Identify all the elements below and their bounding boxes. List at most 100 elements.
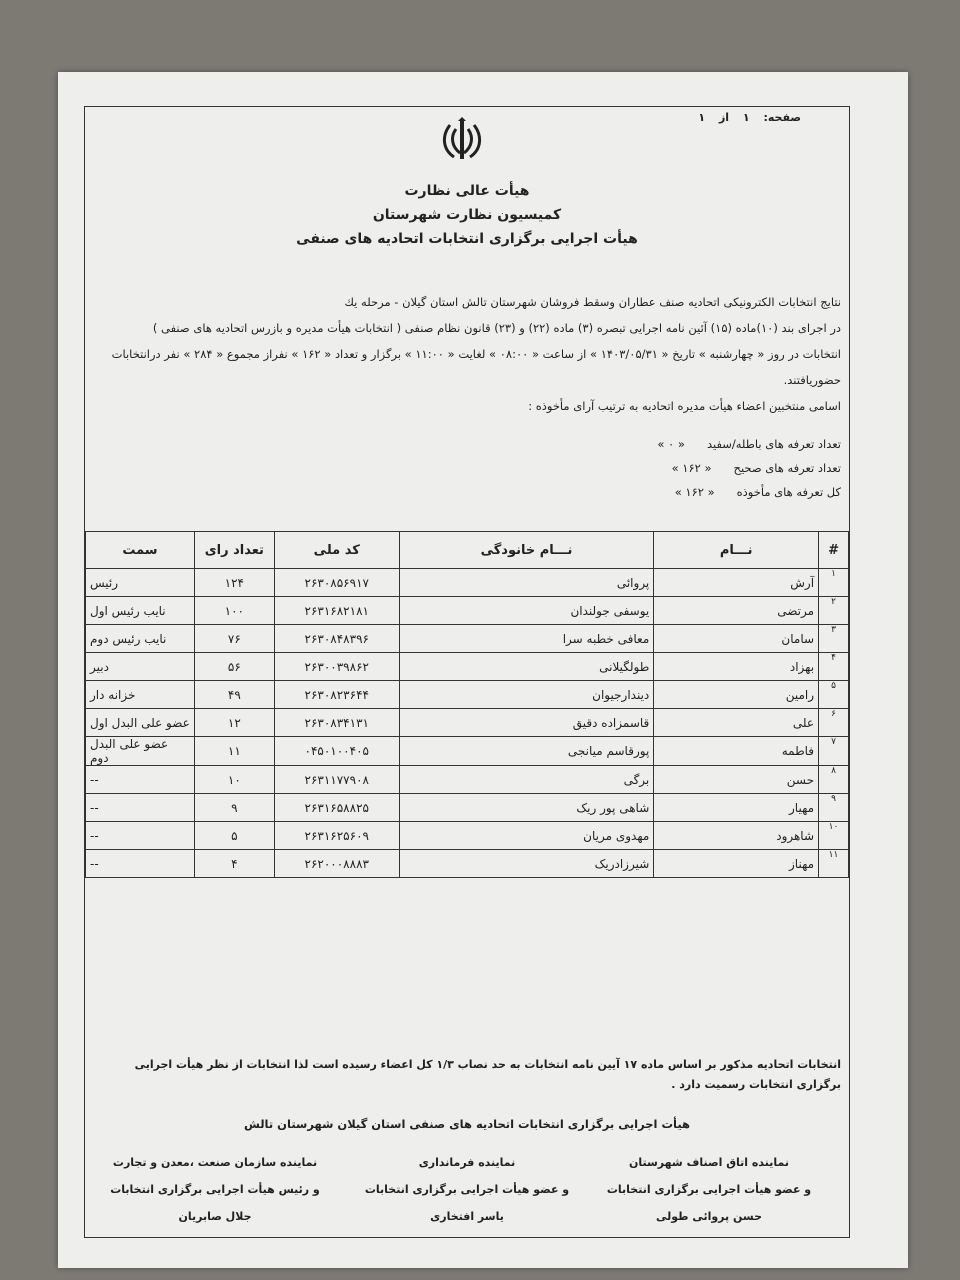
first-name-cell: علی [653, 708, 820, 737]
last-name-cell: دیندارجیوان [398, 680, 655, 709]
row-index-cell: ۴ [818, 652, 849, 681]
national-id-cell: ۲۶۳۰۸۴۸۳۹۶ [273, 624, 400, 653]
count-row: تعداد تعرفه های صحیح « ۱۶۲ » [657, 456, 841, 480]
row-index-cell: ۶ [818, 708, 849, 737]
first-name-cell: مهیار [653, 793, 820, 822]
position-cell: -- [85, 793, 195, 822]
row-index-cell: ۱۰ [818, 821, 849, 850]
header-position: سمت [85, 531, 195, 569]
results-table: # نـــام نـــام خانودگی کد ملی تعداد رای… [85, 531, 849, 878]
header-first-name: نـــام [653, 531, 820, 569]
signer-role: و عضو هیأت اجرایی برگزاری انتخابات [606, 1183, 812, 1196]
heading-line-2: کمیسیون نظارت شهرستان [372, 207, 562, 223]
signature-block: نماینده اتاق اصناف شهرستان و عضو هیأت اج… [589, 1149, 829, 1230]
heading-line-1: هیأت عالی نظارت [404, 183, 530, 199]
page-label: صفحه: [763, 111, 801, 124]
position-cell: -- [85, 765, 195, 794]
national-id-cell: ۰۴۵۰۱۰۰۴۰۵ [273, 736, 400, 766]
national-id-cell: ۲۶۳۱۱۷۷۹۰۸ [273, 765, 400, 794]
first-name-cell: شاهرود [653, 821, 820, 850]
table-row: ۷ فاطمه پورقاسم میانجی ۰۴۵۰۱۰۰۴۰۵ ۱۱ عضو علی … [85, 736, 849, 766]
last-name-cell: پورقاسم میانجی [398, 736, 655, 766]
last-name-cell: پروائی [398, 568, 655, 597]
signer-role: و عضو هیأت اجرایی برگزاری انتخابات [364, 1183, 570, 1196]
position-cell: رئیس [85, 568, 195, 597]
intro-paragraph: نتایج انتخابات الکترونیکی اتحادیه صنف عط… [344, 295, 841, 309]
first-name-cell: حسن [653, 765, 820, 794]
national-id-cell: ۲۶۳۰۸۵۶۹۱۷ [273, 568, 400, 597]
table-row: ۲ مرتضی یوسفی جولندان ۲۶۳۱۶۸۲۱۸۱ ۱۰۰ نایب رئی… [85, 596, 849, 625]
position-cell: نایب رئیس اول [85, 596, 195, 625]
row-index-cell: ۱ [818, 568, 849, 597]
header-votes: تعداد رای [193, 531, 275, 569]
last-name-cell: مهدوی مریان [398, 821, 655, 850]
position-cell: عضو علی البدل اول [85, 708, 195, 737]
table-row: ۸ حسن برگی ۲۶۳۱۱۷۷۹۰۸ ۱۰ -- [85, 765, 849, 794]
intro-paragraph: اسامی منتخبین اعضاء هیأت مدیره اتحادیه ب… [528, 399, 841, 413]
table-row: ۹ مهیار شاهی پور ریک ۲۶۳۱۶۵۸۸۲۵ ۹ -- [85, 793, 849, 822]
page-of: از [718, 111, 730, 124]
iran-emblem-icon [443, 117, 481, 159]
ballot-counts: تعداد تعرفه های باطله/سفید « ۰ » تعداد تع… [657, 432, 841, 504]
national-id-cell: ۲۶۳۰۸۲۳۶۴۴ [273, 680, 400, 709]
signer-role: و رئیس هیأت اجرایی برگزاری انتخابات [110, 1183, 320, 1196]
page-current: ۱ [742, 111, 750, 124]
last-name-cell: شاهی پور ریک [398, 793, 655, 822]
table-row: ۳ سامان معافی خطبه سرا ۲۶۳۰۸۴۸۳۹۶ ۷۶ نایب رئی… [85, 624, 849, 653]
page-number: صفحه: ۱ از ۱ [688, 111, 801, 124]
table-row: ۱۰ شاهرود مهدوی مریان ۲۶۳۱۶۲۵۶۰۹ ۵ -- [85, 821, 849, 850]
first-name-cell: آرش [653, 568, 820, 597]
count-value: « ۱۶۲ » [671, 461, 712, 475]
validity-note: انتخابات اتحادیه مذکور بر اساس ماده ۱۷ آ… [134, 1058, 841, 1091]
table-row: ۱۱ مهناز شیرزادریک ۲۶۲۰۰۰۸۸۸۳ ۴ -- [85, 849, 849, 878]
position-cell: -- [85, 821, 195, 850]
document-paper: صفحه: ۱ از ۱ هیأت عالی نظارت کمیسیون نظا… [58, 72, 908, 1268]
heading-line-3: هیأت اجرایی برگزاری انتخابات اتحادیه های… [296, 231, 638, 247]
position-cell: دبیر [85, 652, 195, 681]
count-value: « ۱۶۲ » [674, 485, 715, 499]
first-name-cell: مرتضی [653, 596, 820, 625]
signer-name: حسن پروائی طولی [655, 1210, 763, 1223]
position-cell: -- [85, 849, 195, 878]
header-last-name: نـــام خانودگی [398, 531, 655, 569]
vote-count-cell: ۴ [193, 849, 275, 878]
position-cell: عضو علی البدل دوم [85, 736, 195, 766]
signer-name: یاسر افتخاری [430, 1210, 504, 1223]
table-row: ۵ رامین دیندارجیوان ۲۶۳۰۸۲۳۶۴۴ ۴۹ خزانه دار [85, 680, 849, 709]
intro-text: نتایج انتخابات الکترونیکی اتحادیه صنف عط… [93, 289, 841, 419]
national-id-cell: ۲۶۳۱۶۸۲۱۸۱ [273, 596, 400, 625]
vote-count-cell: ۵۶ [193, 652, 275, 681]
document-frame: صفحه: ۱ از ۱ هیأت عالی نظارت کمیسیون نظا… [84, 106, 850, 1238]
page-total: ۱ [698, 111, 706, 124]
count-label: تعداد تعرفه های صحیح [733, 461, 841, 475]
intro-paragraph: در اجرای بند (۱۰)ماده (۱۵) آئین نامه اجر… [152, 321, 841, 335]
vote-count-cell: ۱۲ [193, 708, 275, 737]
last-name-cell: برگی [398, 765, 655, 794]
table-row: ۴ بهزاد طولگیلانی ۲۶۳۰۰۳۹۸۶۲ ۵۶ دبیر [85, 652, 849, 681]
vote-count-cell: ۴۹ [193, 680, 275, 709]
first-name-cell: سامان [653, 624, 820, 653]
document-heading: هیأت عالی نظارت کمیسیون نظارت شهرستان هی… [85, 179, 849, 251]
last-name-cell: معافی خطبه سرا [398, 624, 655, 653]
first-name-cell: مهناز [653, 849, 820, 878]
row-index-cell: ۹ [818, 793, 849, 822]
last-name-cell: یوسفی جولندان [398, 596, 655, 625]
count-value: « ۰ » [657, 437, 685, 451]
first-name-cell: فاطمه [653, 736, 820, 766]
signer-name: جلال صابریان [178, 1210, 252, 1223]
signature-block: نماینده فرمانداری و عضو هیأت اجرایی برگز… [347, 1149, 587, 1230]
signature-block: نماینده سازمان صنعت ،معدن و تجارت و رئیس… [85, 1149, 345, 1230]
first-name-cell: بهزاد [653, 652, 820, 681]
header-national-id: کد ملی [273, 531, 400, 569]
count-row: تعداد تعرفه های باطله/سفید « ۰ » [657, 432, 841, 456]
national-id-cell: ۲۶۳۱۶۲۵۶۰۹ [273, 821, 400, 850]
row-index-cell: ۸ [818, 765, 849, 794]
position-cell: نایب رئیس دوم [85, 624, 195, 653]
position-cell: خزانه دار [85, 680, 195, 709]
count-row: کل تعرفه های مأخوذه « ۱۶۲ » [657, 480, 841, 504]
vote-count-cell: ۹ [193, 793, 275, 822]
vote-count-cell: ۱۰ [193, 765, 275, 794]
signatures-title: هیأت اجرایی برگزاری انتخابات اتحادیه های… [243, 1117, 691, 1131]
last-name-cell: طولگیلانی [398, 652, 655, 681]
national-id-cell: ۲۶۳۰۸۳۴۱۳۱ [273, 708, 400, 737]
